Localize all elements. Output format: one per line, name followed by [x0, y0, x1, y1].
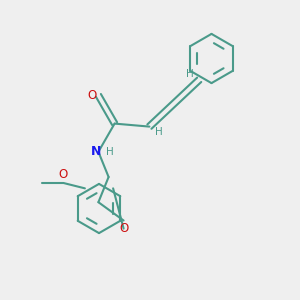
Text: O: O: [87, 89, 96, 102]
Text: N: N: [91, 145, 101, 158]
Text: H: H: [186, 69, 194, 79]
Text: O: O: [59, 168, 68, 181]
Text: H: H: [106, 147, 114, 157]
Text: O: O: [119, 222, 128, 235]
Text: H: H: [154, 127, 162, 137]
